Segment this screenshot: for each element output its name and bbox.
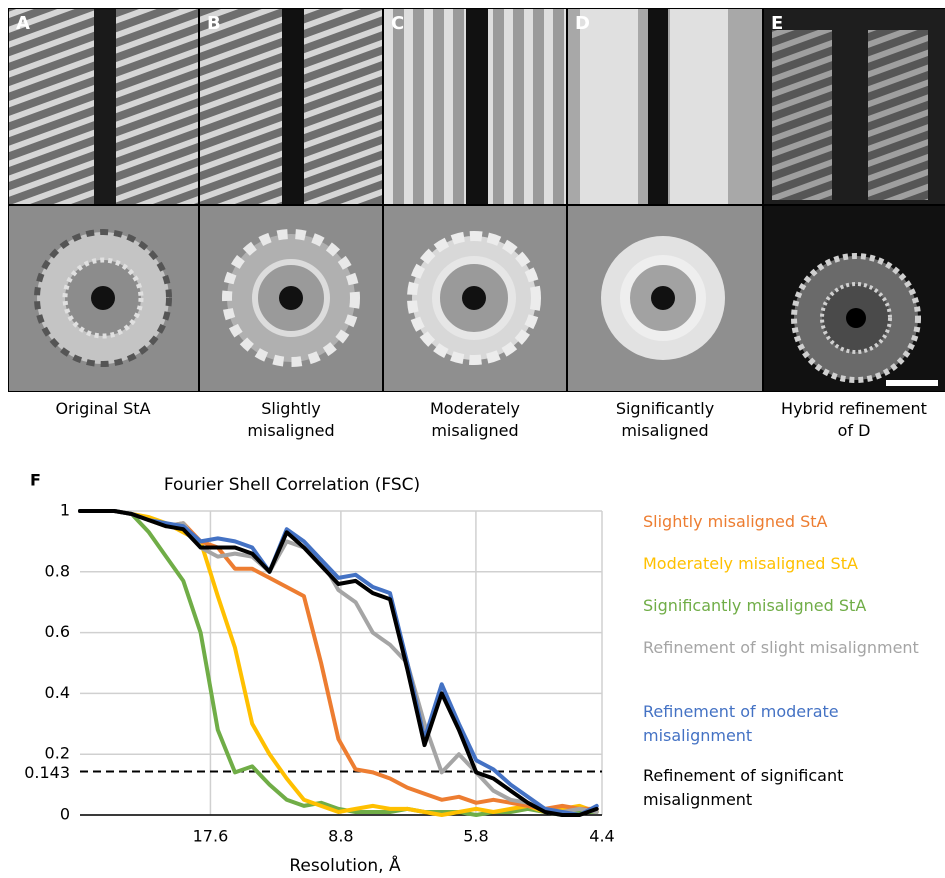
- legend-entry: Slightly misaligned StA: [643, 510, 923, 534]
- threshold-label: 0.143: [24, 763, 70, 782]
- x-tick-label: 17.6: [193, 827, 229, 846]
- page: F Fourier Shell Correlation (FSC) Resolu…: [0, 0, 945, 878]
- panel-caption: Slightly misaligned: [216, 398, 366, 442]
- fsc-line: [80, 511, 597, 815]
- y-tick-label: 0: [60, 805, 70, 824]
- panel-label: C: [391, 13, 404, 34]
- legend-entry: Significantly misaligned StA: [643, 594, 923, 618]
- panel-caption: Moderately misaligned: [400, 398, 550, 442]
- legend-entry: Refinement of significant misalignment: [643, 764, 923, 812]
- x-tick-label: 8.8: [328, 827, 353, 846]
- legend-entry: Moderately misaligned StA: [643, 552, 923, 576]
- fsc-line: [80, 511, 597, 815]
- legend-entry: Refinement of slight misalignment: [643, 636, 923, 660]
- y-tick-label: 0.8: [45, 561, 70, 580]
- x-axis-label: Resolution, Å: [289, 854, 401, 876]
- panel-label: B: [207, 13, 221, 34]
- x-tick-label: 5.8: [463, 827, 488, 846]
- panel-label: D: [575, 13, 590, 34]
- x-tick-label: 4.4: [589, 827, 614, 846]
- y-tick-label: 0.2: [45, 744, 70, 763]
- y-tick-label: 0.6: [45, 622, 70, 641]
- image-panels: [8, 8, 945, 392]
- fsc-line: [80, 511, 597, 809]
- y-tick-label: 1: [60, 501, 70, 520]
- fsc-line: [80, 511, 597, 815]
- panel-label: A: [16, 13, 30, 34]
- panel-label: E: [771, 13, 783, 34]
- y-tick-label: 0.4: [45, 683, 70, 702]
- fsc-line: [80, 511, 597, 812]
- panel-caption: Hybrid refinement of D: [779, 398, 929, 442]
- panel-label: F: [30, 471, 41, 490]
- fsc-line: [80, 511, 597, 815]
- legend-entry: Refinement of moderate misalignment: [643, 700, 923, 748]
- panel-caption: Significantly misaligned: [590, 398, 740, 442]
- chart-title: Fourier Shell Correlation (FSC): [164, 475, 420, 495]
- panel-caption: Original StA: [28, 398, 178, 420]
